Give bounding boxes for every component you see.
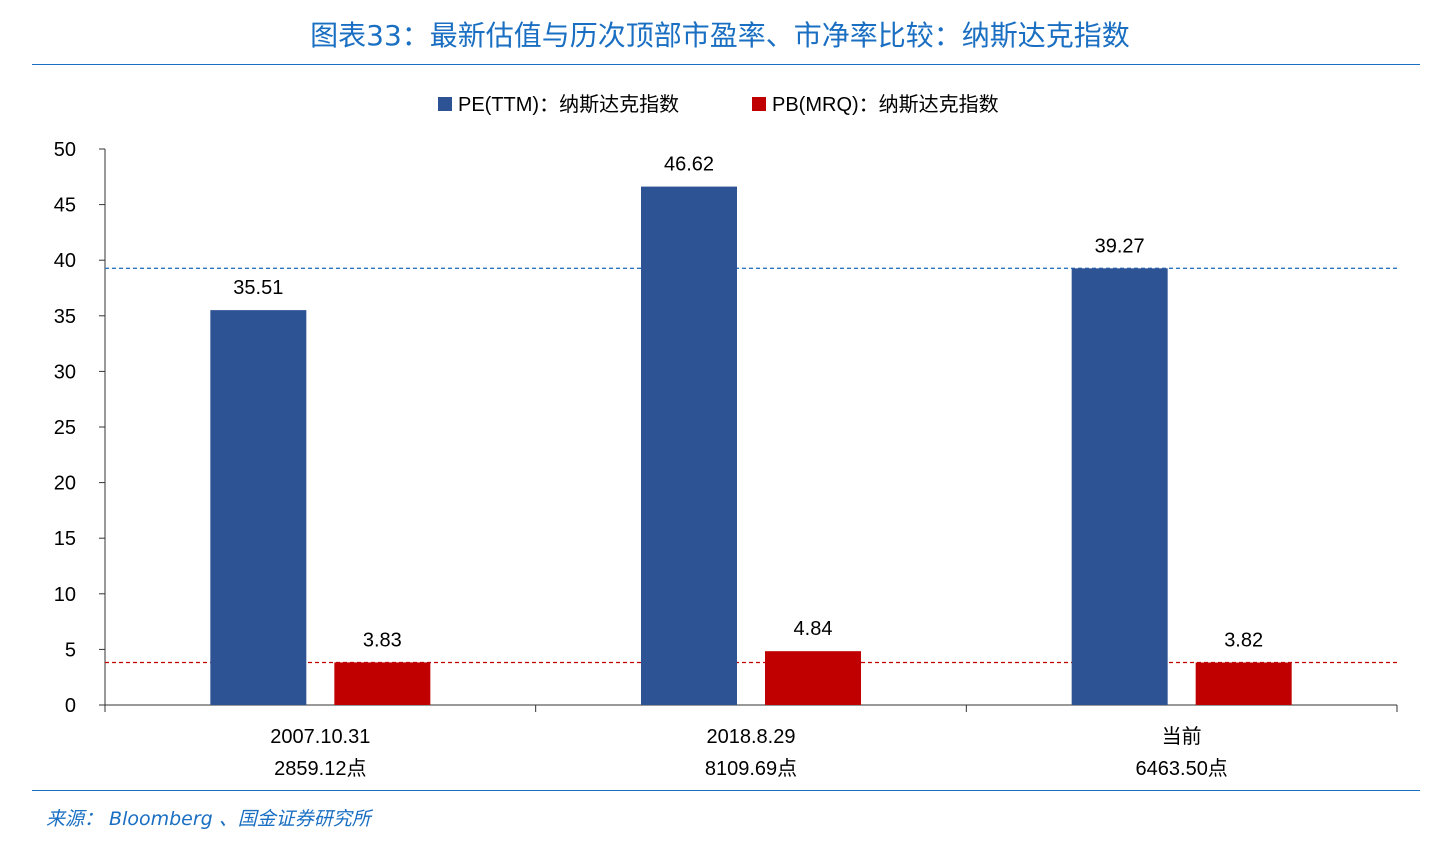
- data-label: 3.83: [363, 629, 402, 651]
- bar: [334, 662, 431, 705]
- legend-swatch: [438, 97, 452, 111]
- footer-rule: [32, 790, 1420, 791]
- x-tick-sublabel: 2859.12点: [274, 757, 366, 780]
- y-tick-label: 0: [65, 695, 76, 717]
- legend-label: PE(TTM)：纳斯达克指数: [458, 93, 679, 116]
- x-tick-label: 2007.10.31: [270, 726, 370, 748]
- legend: PE(TTM)：纳斯达克指数 PB(MRQ)：纳斯达克指数: [438, 93, 999, 116]
- y-tick-label: 40: [54, 250, 76, 272]
- y-tick-label: 30: [54, 361, 76, 383]
- x-tick-sublabel: 6463.50点: [1136, 757, 1228, 780]
- data-label: 39.27: [1095, 235, 1145, 257]
- legend-label: PB(MRQ)：纳斯达克指数: [772, 93, 999, 116]
- y-tick-label: 20: [54, 473, 76, 495]
- x-tick-label: 当前: [1162, 725, 1202, 748]
- legend-swatch: [752, 97, 766, 111]
- y-tick-label: 10: [54, 584, 76, 606]
- bars: [210, 186, 1292, 706]
- y-tick-label: 35: [54, 306, 76, 328]
- bar: [641, 186, 737, 706]
- axes: 0 5 10 15 20 25 30 35 40 45 50 2007.10.31 2859.12点 20…: [54, 139, 1398, 780]
- title-underline: [32, 64, 1420, 65]
- y-tick-label: 45: [54, 195, 76, 217]
- bar: [1195, 662, 1292, 705]
- x-tick-sublabel: 8109.69点: [705, 757, 797, 780]
- data-label: 4.84: [794, 618, 833, 640]
- y-tick-label: 15: [54, 528, 76, 550]
- y-tick-label: 50: [54, 139, 76, 161]
- data-label: 35.51: [233, 277, 283, 299]
- y-tick-label: 25: [54, 417, 76, 439]
- data-label: 46.62: [664, 154, 714, 176]
- chart-title: 图表33：最新估值与历次顶部市盈率、市净率比较：纳斯达克指数: [310, 19, 1130, 52]
- source-note: 来源： Bloomberg 、国金证券研究所: [46, 808, 371, 830]
- data-labels: 35.51 46.62 39.27 3.83 4.84 3.82: [233, 154, 1263, 652]
- x-tick-label: 2018.8.29: [707, 726, 796, 748]
- reference-lines: [105, 267, 1397, 664]
- bar: [210, 310, 307, 705]
- bar: [1071, 268, 1168, 705]
- data-label: 3.82: [1224, 630, 1263, 652]
- y-tick-label: 5: [65, 639, 76, 661]
- bar: [765, 651, 861, 705]
- bar-chart: PE(TTM)：纳斯达克指数 PB(MRQ)：纳斯达克指数 0 5 10 15 20 25 3…: [54, 93, 1398, 780]
